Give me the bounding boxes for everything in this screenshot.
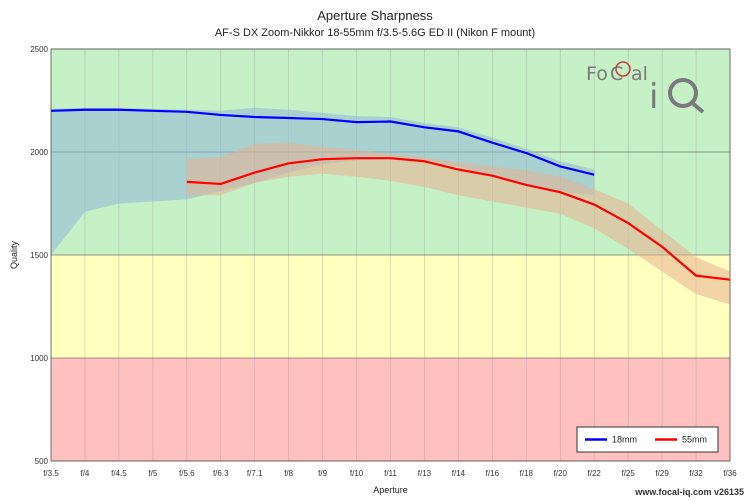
legend-label-18mm: 18mm bbox=[612, 435, 637, 445]
x-tick-label: f/6.3 bbox=[213, 469, 229, 478]
y-axis-label: Quality bbox=[9, 240, 19, 269]
legend-label-55mm: 55mm bbox=[682, 435, 707, 445]
svg-text:al: al bbox=[631, 63, 648, 85]
range-band-55mm bbox=[186, 142, 731, 305]
y-tick-label: 2000 bbox=[30, 148, 48, 157]
series-line-18mm bbox=[50, 108, 595, 176]
x-tick-label: f/4.5 bbox=[111, 469, 127, 478]
x-tick-label: f/5.6 bbox=[179, 469, 195, 478]
y-tick-label: 1000 bbox=[30, 354, 48, 363]
x-tick-label: f/16 bbox=[486, 469, 500, 478]
svg-text:i: i bbox=[649, 77, 658, 117]
x-tick-label: f/4 bbox=[80, 469, 89, 478]
x-tick-label: f/5 bbox=[148, 469, 157, 478]
svg-text:C: C bbox=[610, 63, 623, 85]
x-tick-label: f/36 bbox=[723, 469, 737, 478]
y-tick-label: 500 bbox=[35, 457, 49, 466]
series-ranges bbox=[51, 107, 731, 305]
range-band-18mm bbox=[51, 107, 595, 256]
series-lines bbox=[50, 108, 731, 281]
x-tick-label: f/25 bbox=[621, 469, 635, 478]
y-tick-label: 1500 bbox=[30, 251, 48, 260]
focal-iq-logo: Fo C al i bbox=[586, 61, 705, 117]
x-tick-label: f/22 bbox=[588, 469, 602, 478]
x-tick-label: f/14 bbox=[452, 469, 466, 478]
x-tick-label: f/13 bbox=[418, 469, 432, 478]
x-axis-label: Aperture bbox=[373, 485, 408, 495]
x-tick-label: f/29 bbox=[655, 469, 669, 478]
watermark: www.focal-iq.com v26135 bbox=[635, 487, 744, 497]
x-tick-label: f/3.5 bbox=[43, 469, 59, 478]
x-tick-label: f/20 bbox=[554, 469, 568, 478]
x-tick-label: f/7.1 bbox=[247, 469, 263, 478]
svg-text:Fo: Fo bbox=[586, 63, 608, 85]
y-axis-ticks: 500 1000 1500 2000 2500 bbox=[30, 45, 48, 466]
x-tick-label: f/32 bbox=[689, 469, 703, 478]
x-tick-label: f/18 bbox=[520, 469, 534, 478]
chart-title: Aperture Sharpness bbox=[317, 8, 433, 23]
plot-frame bbox=[50, 48, 731, 462]
x-tick-label: f/8 bbox=[284, 469, 293, 478]
x-tick-label: f/11 bbox=[384, 469, 397, 478]
legend: 18mm 55mm bbox=[576, 426, 719, 453]
chart-subtitle: AF-S DX Zoom-Nikkor 18-55mm f/3.5-5.6G E… bbox=[214, 27, 536, 39]
x-axis-ticks: f/3.5 f/4 f/4.5 f/5 f/5.6 f/6.3 f/7.1 f/8 f/9 f/1… bbox=[43, 469, 737, 478]
y-tick-label: 2500 bbox=[30, 45, 48, 54]
series-line-55mm bbox=[186, 157, 731, 281]
x-tick-label: f/10 bbox=[350, 469, 364, 478]
x-tick-label: f/9 bbox=[318, 469, 327, 478]
